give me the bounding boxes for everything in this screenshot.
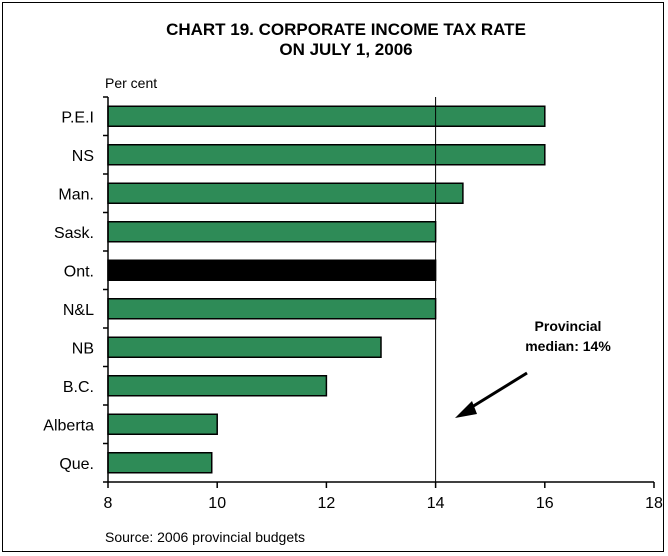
x-tick-label-18: 18: [645, 495, 663, 512]
bars-layer: [107, 105, 546, 474]
x-tick-label-10: 10: [208, 495, 226, 512]
chart-title-line-2: ON JULY 1, 2006: [279, 40, 413, 59]
category-label-que: Que.: [59, 456, 94, 473]
annotation-layer: Provincial median: 14%: [455, 318, 611, 418]
category-label-man: Man.: [58, 186, 94, 203]
category-label-p-e-i: P.E.I: [61, 109, 94, 126]
bar-ont: [107, 259, 437, 281]
bar-n-l: [107, 298, 437, 320]
x-tick-label-16: 16: [536, 495, 554, 512]
unit-label: Per cent: [105, 75, 158, 91]
category-label-n-l: N&L: [63, 302, 94, 319]
bar-ns: [107, 144, 546, 166]
x-tick-label-14: 14: [427, 495, 445, 512]
category-label-ont: Ont.: [64, 263, 94, 280]
x-tick-label-8: 8: [104, 495, 113, 512]
bar-sask: [107, 221, 437, 243]
bar-que: [107, 452, 213, 474]
annotation-arrow-head: [455, 401, 477, 418]
median-annotation-line-2: median: 14%: [525, 338, 611, 354]
bar-nb: [107, 336, 382, 358]
median-annotation-line-1: Provincial: [535, 318, 602, 334]
bar-p-e-i: [107, 105, 546, 127]
category-label-b-c: B.C.: [63, 379, 94, 396]
chart-title-line-1: CHART 19. CORPORATE INCOME TAX RATE: [166, 20, 526, 39]
bar-man: [107, 182, 464, 204]
category-label-nb: NB: [72, 340, 94, 357]
category-label-alberta: Alberta: [43, 417, 94, 434]
chart-title: CHART 19. CORPORATE INCOME TAX RATE ON J…: [0, 20, 668, 60]
category-label-ns: NS: [72, 148, 94, 165]
x-tick-label-12: 12: [318, 495, 336, 512]
bar-b-c: [107, 375, 328, 397]
source-note: Source: 2006 provincial budgets: [105, 529, 306, 545]
axes-layer: P.E.I NS Man. Sask. Ont. N&L NB B.C. Alberta Que.…: [43, 96, 663, 512]
annotation-arrow-shaft: [466, 371, 528, 412]
category-label-sask: Sask.: [54, 225, 94, 242]
bar-alberta: [107, 413, 218, 435]
